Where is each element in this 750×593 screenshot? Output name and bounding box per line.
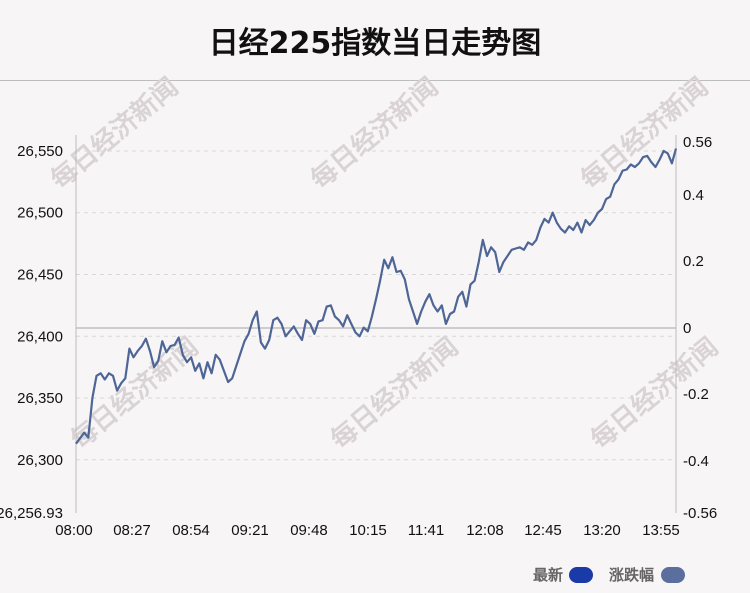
y-left-tick-label: 26,256.93 <box>0 505 63 522</box>
chart-axes: 26,256.93 26,300 26,350 26,400 26,450 26,500 2… <box>0 134 717 539</box>
x-tick-label: 08:27 <box>113 522 151 539</box>
x-tick-label: 13:20 <box>583 522 621 539</box>
x-tick-label: 12:08 <box>466 522 504 539</box>
x-tick-label: 09:21 <box>231 522 269 539</box>
chart-title: 日经225指数当日走势图 <box>208 26 542 61</box>
y-left-tick-label: 26,550 <box>17 143 63 160</box>
series-line-latest <box>75 148 678 445</box>
y-right-tick-label: -0.4 <box>683 453 709 470</box>
y-left-tick-label: 26,300 <box>17 452 63 469</box>
x-tick-label: 10:15 <box>349 522 387 539</box>
y-left-tick-label: 26,500 <box>17 205 63 222</box>
legend-label-latest: 最新 <box>533 566 563 584</box>
y-right-tick-label: 0.4 <box>683 187 704 204</box>
x-tick-label: 13:55 <box>642 522 680 539</box>
chart-legend: 最新 涨跌幅 <box>533 566 685 584</box>
chart-grid <box>76 150 676 461</box>
title-divider <box>0 80 750 81</box>
watermark-text: 每日经济新闻 <box>325 331 464 455</box>
y-left-tick-label: 26,350 <box>17 390 63 407</box>
y-left-tick-label: 26,450 <box>17 266 63 283</box>
plot-area <box>75 148 678 445</box>
x-tick-label: 08:00 <box>55 522 93 539</box>
watermark-text: 每日经济新闻 <box>305 71 444 195</box>
legend-swatch-latest <box>569 567 593 583</box>
watermark-text: 每日经济新闻 <box>45 71 184 195</box>
x-tick-label: 08:54 <box>172 522 210 539</box>
x-tick-label: 11:41 <box>408 522 444 539</box>
y-left-tick-label: 26,400 <box>17 328 63 345</box>
x-tick-label: 09:48 <box>290 522 328 539</box>
x-tick-label: 12:45 <box>524 522 562 539</box>
legend-swatch-change <box>661 567 685 583</box>
y-right-tick-label: 0 <box>683 320 691 337</box>
y-right-tick-label: -0.2 <box>683 386 709 403</box>
y-right-tick-label: 0.56 <box>683 134 712 151</box>
y-right-tick-label: -0.56 <box>683 505 717 522</box>
legend-label-change: 涨跌幅 <box>609 566 654 584</box>
y-right-tick-label: 0.2 <box>683 253 704 270</box>
watermark-text: 每日经济新闻 <box>65 331 204 455</box>
